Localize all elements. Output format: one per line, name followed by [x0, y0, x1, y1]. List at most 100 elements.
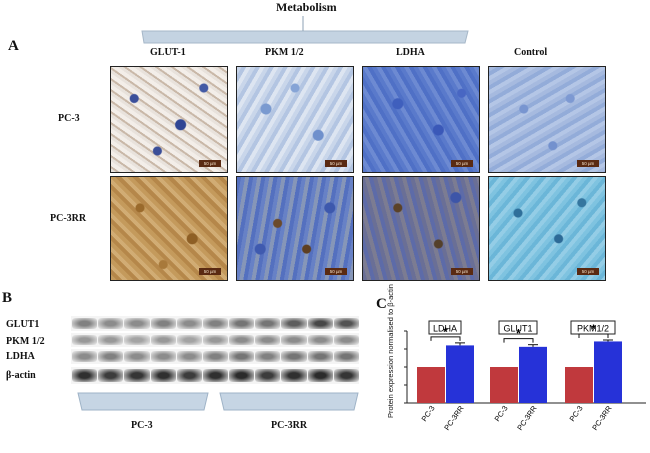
bar-glut1-pc-3: [490, 367, 518, 403]
micrograph-pc3rr-pkm: 50 µm: [236, 176, 354, 281]
metabolism-bracket: [141, 16, 469, 44]
blot-band: [72, 369, 98, 382]
bar-pkm1/2-pc-3: [565, 367, 593, 403]
blot-band: [281, 369, 307, 382]
significance-star: *: [516, 327, 521, 341]
blot-strip-glut1: [71, 316, 359, 331]
scale-bar: 50 µm: [325, 160, 347, 167]
blot-band: [281, 318, 307, 329]
micrograph-pc3-ldha: 50 µm: [362, 66, 480, 173]
group-title: GLUT1: [503, 324, 532, 334]
significance-star: *: [591, 322, 596, 336]
blot-band: [333, 335, 359, 345]
col-label-control: Control: [514, 47, 548, 58]
blot-band: [333, 369, 359, 382]
blot-band: [124, 318, 150, 329]
blot-band: [72, 351, 98, 362]
blot-strip-pkm: [71, 333, 359, 347]
group-title-box: [498, 320, 538, 335]
blot-band: [124, 369, 150, 382]
blot-band: [150, 335, 176, 345]
micrograph-pc3-glut1: 50 µm: [110, 66, 228, 173]
blot-band: [307, 369, 333, 382]
micrograph-pc3rr-glut1: 50 µm: [110, 176, 228, 281]
group-title-box: [428, 320, 462, 335]
micrograph-pc3rr-ldha: 50 µm: [362, 176, 480, 281]
blot-band: [229, 335, 255, 345]
col-label-ldha: LDHA: [396, 47, 425, 58]
scale-bar: 50 µm: [451, 268, 473, 275]
band-label-glut1: GLUT1: [6, 319, 40, 330]
blot-band: [333, 351, 359, 362]
significance-bracket: [430, 336, 461, 341]
significance-star: *: [443, 325, 448, 339]
blot-band: [98, 318, 124, 329]
blot-band: [176, 318, 202, 329]
blot-band: [255, 318, 281, 329]
blot-band: [176, 335, 202, 345]
col-label-pkm: PKM 1/2: [265, 47, 304, 58]
bar-ldha-pc-3: [417, 367, 445, 403]
blot-band: [255, 351, 281, 362]
y-axis-label: Protein expression normalised to β-actin: [386, 284, 395, 418]
col-label-glut1: GLUT-1: [150, 47, 186, 58]
blot-band: [333, 318, 359, 329]
category-label: PC-3: [492, 404, 509, 423]
category-label: PC-3: [567, 404, 584, 423]
scale-bar: 50 µm: [451, 160, 473, 167]
blot-band: [229, 369, 255, 382]
blot-band: [281, 351, 307, 362]
row-label-pc3rr: PC-3RR: [50, 213, 87, 224]
band-label-beta-actin: β-actin: [6, 370, 36, 381]
group-brackets: [77, 392, 359, 411]
blot-strip-ldha: [71, 349, 359, 364]
blot-band: [150, 318, 176, 329]
scale-bar: 50 µm: [577, 268, 599, 275]
blot-band: [124, 335, 150, 345]
blot-band: [124, 351, 150, 362]
blot-band: [150, 351, 176, 362]
blot-band: [202, 351, 229, 362]
blot-band: [229, 318, 255, 329]
significance-bracket: [578, 333, 609, 338]
blot-strip-beta-actin: [71, 367, 359, 384]
blot-band: [281, 335, 307, 345]
scale-bar: 50 µm: [325, 268, 347, 275]
scale-bar: 50 µm: [577, 160, 599, 167]
category-label: PC-3RR: [442, 404, 466, 433]
micrograph-pc3-control: 50 µm: [488, 66, 606, 173]
figure-header-title: Metabolism: [276, 0, 337, 14]
bar-glut1-pc-3rr: [519, 346, 547, 403]
blot-band: [98, 369, 124, 382]
blot-band: [307, 335, 333, 345]
blot-band: [176, 351, 202, 362]
category-label: PC-3: [419, 404, 436, 423]
bar-ldha-pc-3rr: [446, 345, 474, 403]
blot-band: [150, 369, 176, 382]
scale-bar: 50 µm: [199, 268, 221, 275]
row-label-pc3: PC-3: [58, 113, 80, 124]
blot-band: [255, 335, 281, 345]
panel-a-label: A: [8, 38, 19, 54]
blot-band: [72, 318, 98, 329]
blot-band: [176, 369, 202, 382]
category-label: PC-3RR: [590, 404, 614, 433]
category-label: PC-3RR: [515, 404, 539, 433]
blot-band: [202, 335, 229, 345]
blot-band: [307, 318, 333, 329]
band-label-ldha: LDHA: [6, 351, 35, 362]
panel-b-label: B: [2, 290, 13, 306]
scale-bar: 50 µm: [199, 160, 221, 167]
blot-band: [98, 335, 124, 345]
band-label-pkm: PKM 1/2: [6, 336, 45, 347]
micrograph-pc3-pkm: 50 µm: [236, 66, 354, 173]
bar-pkm1/2-pc-3rr: [594, 341, 622, 403]
blot-band: [307, 351, 333, 362]
blot-band: [229, 351, 255, 362]
group-title: PKM1/2: [577, 324, 609, 334]
panel-c-label: C: [376, 296, 387, 312]
blot-band: [202, 318, 229, 329]
blot-band: [255, 369, 281, 382]
group-label-pc3: PC-3: [131, 420, 153, 431]
